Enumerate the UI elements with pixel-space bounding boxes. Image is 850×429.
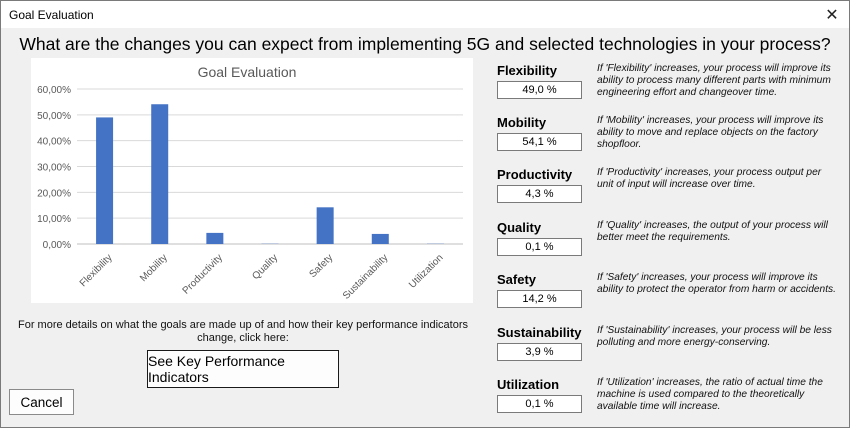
x-tick-label: Quality: [250, 252, 280, 282]
y-tick-label: 0,00%: [43, 240, 71, 251]
goal-mobility: Mobility 54,1 % If 'Mobility' increases,…: [497, 115, 842, 167]
goal-name-label: Utilization: [497, 377, 559, 392]
goal-productivity: Productivity 4,3 % If 'Productivity' inc…: [497, 167, 842, 219]
quality-value-field[interactable]: 0,1 %: [497, 238, 582, 256]
safety-value-field[interactable]: 14,2 %: [497, 290, 582, 308]
kpi-details-text: For more details on what the goals are m…: [3, 319, 483, 345]
goal-description: If 'Flexibility' increases, your process…: [597, 63, 837, 99]
cancel-button[interactable]: Cancel: [9, 389, 74, 415]
goal-sustainability: Sustainability 3,9 % If 'Sustainability'…: [497, 325, 842, 377]
y-tick-label: 10,00%: [37, 214, 71, 225]
mobility-value-field[interactable]: 54,1 %: [497, 133, 582, 151]
goal-quality: Quality 0,1 % If 'Quality' increases, th…: [497, 220, 842, 272]
x-tick-label: Utilization: [407, 252, 445, 290]
goal-name-label: Quality: [497, 220, 541, 235]
goal-description: If 'Utilization' increases, the ratio of…: [597, 377, 837, 413]
y-tick-label: 60,00%: [37, 85, 71, 96]
bar-productivity: [206, 233, 223, 244]
x-tick-label: Mobility: [138, 252, 170, 284]
goal-flexibility: Flexibility 49,0 % If 'Flexibility' incr…: [497, 63, 842, 115]
goal-evaluation-chart: Goal Evaluation 0,00% 10,00% 20,00% 30,00% 4…: [31, 58, 473, 303]
page-title: What are the changes you can expect from…: [1, 34, 849, 55]
utilization-value-field[interactable]: 0,1 %: [497, 395, 582, 413]
close-icon: ✕: [825, 5, 838, 25]
goal-description: If 'Productivity' increases, your proces…: [597, 167, 837, 191]
y-tick-label: 20,00%: [37, 188, 71, 199]
productivity-value-field[interactable]: 4,3 %: [497, 185, 582, 203]
y-tick-label: 30,00%: [37, 163, 71, 174]
sustainability-value-field[interactable]: 3,9 %: [497, 343, 582, 361]
see-kpi-button[interactable]: See Key Performance Indicators: [147, 350, 339, 388]
title-bar: Goal Evaluation ✕: [1, 1, 849, 28]
window-title: Goal Evaluation: [9, 8, 94, 22]
goal-name-label: Sustainability: [497, 325, 582, 340]
chart-title: Goal Evaluation: [198, 64, 297, 80]
y-tick-label: 50,00%: [37, 111, 71, 122]
x-tick-label: Safety: [307, 252, 335, 280]
goal-name-label: Productivity: [497, 167, 572, 182]
bar-mobility: [151, 104, 168, 244]
x-tick-label: Sustainability: [341, 252, 390, 301]
goal-description: If 'Sustainability' increases, your proc…: [597, 325, 837, 349]
goal-safety: Safety 14,2 % If 'Safety' increases, you…: [497, 272, 842, 324]
goal-name-label: Safety: [497, 272, 536, 287]
flexibility-value-field[interactable]: 49,0 %: [497, 81, 582, 99]
goal-utilization: Utilization 0,1 % If 'Utilization' incre…: [497, 377, 842, 429]
goal-description: If 'Quality' increases, the output of yo…: [597, 220, 837, 244]
y-tick-label: 40,00%: [37, 137, 71, 148]
goal-description: If 'Safety' increases, your process will…: [597, 272, 837, 296]
close-button[interactable]: ✕: [815, 1, 849, 28]
goal-name-label: Mobility: [497, 115, 546, 130]
goal-name-label: Flexibility: [497, 63, 557, 78]
bar-safety: [317, 207, 334, 244]
goal-description: If 'Mobility' increases, your process wi…: [597, 115, 837, 151]
bar-flexibility: [96, 117, 113, 244]
x-tick-label: Productivity: [181, 252, 225, 296]
x-tick-label: Flexibility: [78, 252, 115, 289]
chart-canvas: Goal Evaluation 0,00% 10,00% 20,00% 30,00% 4…: [31, 58, 473, 303]
bar-sustainability: [372, 234, 389, 244]
